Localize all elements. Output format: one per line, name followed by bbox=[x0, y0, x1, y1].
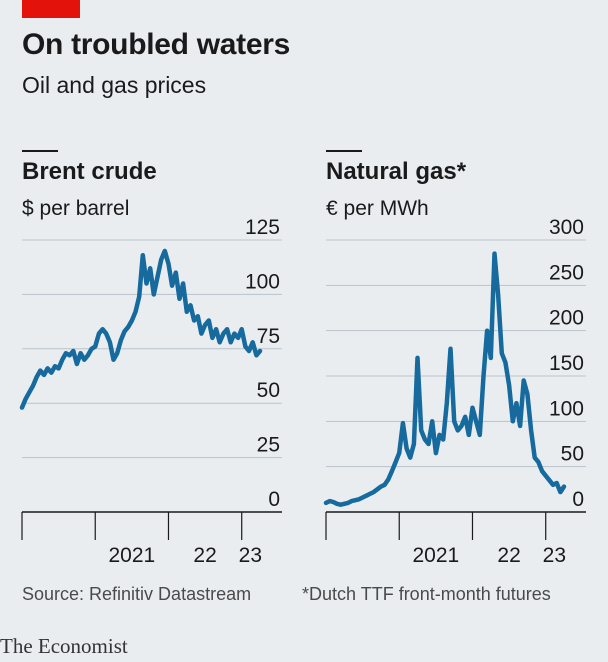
brent-ytick-label: 0 bbox=[268, 488, 280, 511]
brand-tag bbox=[22, 0, 80, 18]
gas-ytick-label: 150 bbox=[549, 352, 584, 375]
gas-ytick-label: 250 bbox=[549, 261, 584, 284]
source-note: Source: Refinitiv Datastream bbox=[22, 584, 252, 604]
brent-ytick-label: 50 bbox=[257, 379, 280, 402]
brent-ytick-label: 125 bbox=[245, 216, 280, 239]
gas-xtick-label: 23 bbox=[543, 544, 566, 567]
panel-title-gas: Natural gas* bbox=[326, 158, 467, 185]
gas-ytick-label: 200 bbox=[549, 307, 584, 330]
gas-xtick-label: 2021 bbox=[412, 544, 459, 567]
gas-ytick-label: 300 bbox=[549, 216, 584, 239]
chart-title: On troubled waters bbox=[22, 28, 290, 61]
brent-chart: 125 100 75 50 25 0 2021 22 23 bbox=[19, 216, 282, 567]
brent-series-line bbox=[19, 248, 263, 410]
gas-ytick-label: 50 bbox=[561, 443, 584, 466]
brent-ytick-label: 100 bbox=[245, 270, 280, 293]
brand-logo: The Economist bbox=[0, 634, 128, 658]
brent-xtick-label: 2021 bbox=[108, 544, 155, 567]
brent-xtick-label: 22 bbox=[193, 544, 216, 567]
brent-xtick-label: 23 bbox=[239, 544, 262, 567]
gas-series-line bbox=[323, 251, 567, 507]
panel-title-brent: Brent crude bbox=[22, 158, 157, 185]
panel-rule-left bbox=[22, 150, 58, 152]
brent-ytick-label: 75 bbox=[257, 325, 280, 348]
footnote-gas: *Dutch TTF front-month futures bbox=[302, 584, 551, 604]
chart-subtitle: Oil and gas prices bbox=[22, 72, 207, 98]
panel-unit-gas: € per MWh bbox=[326, 197, 429, 220]
panel-rule-right bbox=[326, 150, 362, 152]
gas-xtick-label: 22 bbox=[497, 544, 520, 567]
gas-ytick-label: 100 bbox=[549, 397, 584, 420]
gas-ytick-label: 0 bbox=[572, 488, 584, 511]
panel-unit-brent: $ per barrel bbox=[22, 197, 130, 220]
brent-ytick-label: 25 bbox=[257, 434, 280, 457]
gas-chart: 300 250 200 150 100 50 0 2021 22 23 bbox=[323, 216, 586, 567]
